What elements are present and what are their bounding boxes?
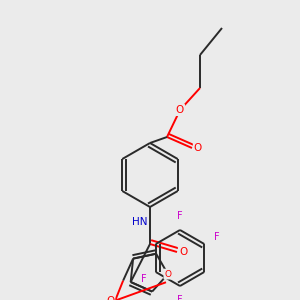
Text: F: F bbox=[177, 211, 183, 221]
Text: O: O bbox=[194, 143, 202, 153]
Text: F: F bbox=[141, 274, 146, 284]
Text: O: O bbox=[179, 247, 187, 257]
Text: O: O bbox=[176, 105, 184, 115]
Text: F: F bbox=[214, 232, 219, 242]
Text: HN: HN bbox=[132, 217, 148, 227]
Text: O: O bbox=[164, 270, 171, 279]
Text: O: O bbox=[106, 296, 114, 300]
Text: F: F bbox=[177, 295, 183, 300]
